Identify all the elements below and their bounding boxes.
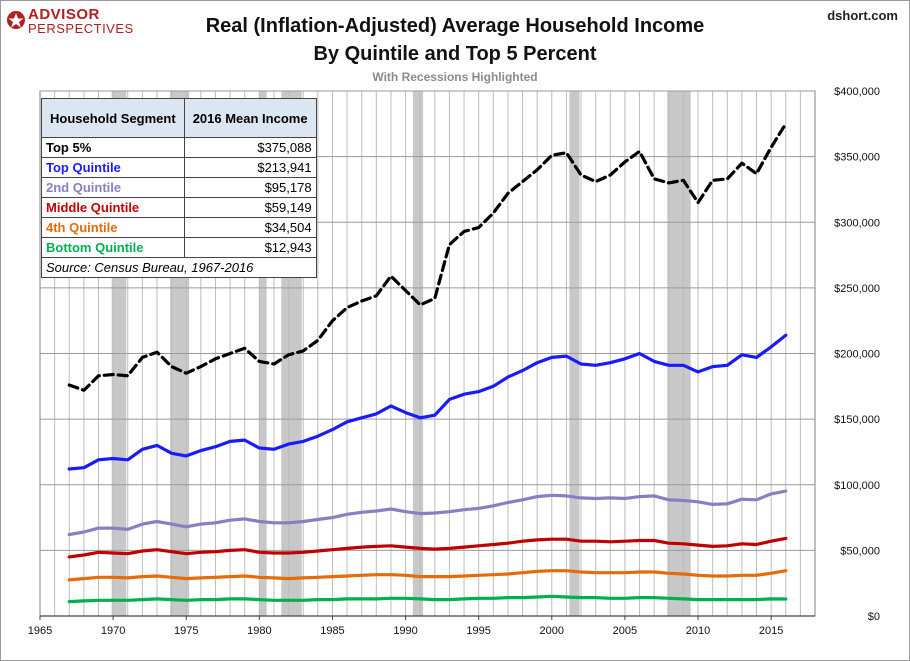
y-tick-label: $350,000 — [834, 152, 880, 164]
chart-subtitle: With Recessions Highlighted — [372, 70, 538, 84]
legend-income-value: $59,149 — [183, 197, 317, 218]
legend-income-value: $213,941 — [183, 157, 317, 178]
y-tick-label: $200,000 — [834, 349, 880, 361]
legend-row: 2nd Quintile $95,178 — [41, 177, 317, 198]
advisor-perspectives-logo: ADVISOR PERSPECTIVES — [6, 6, 146, 36]
y-tick-label: $150,000 — [834, 414, 880, 426]
legend-table: Household Segment 2016 Mean Income Top 5… — [41, 98, 317, 278]
logo-line1: ADVISOR — [28, 6, 100, 23]
legend-income-value: $95,178 — [183, 177, 317, 198]
legend-source-note: Source: Census Bureau, 1967-2016 — [41, 257, 317, 278]
x-tick-label: 1965 — [28, 625, 52, 637]
legend-segment-label: 2nd Quintile — [41, 177, 185, 198]
legend-row: Top 5% $375,088 — [41, 137, 317, 158]
x-tick-label: 1970 — [101, 625, 125, 637]
legend-segment-label: Middle Quintile — [41, 197, 185, 218]
legend-row: Top Quintile $213,941 — [41, 157, 317, 178]
series-line — [67, 333, 788, 471]
chart-title-line2: By Quintile and Top 5 Percent — [313, 43, 597, 65]
x-tick-label: 2010 — [686, 625, 710, 637]
legend-segment-label: Top Quintile — [41, 157, 185, 178]
legend-header-segment: Household Segment — [41, 98, 185, 138]
y-tick-label: $400,000 — [834, 86, 880, 98]
legend-row: Middle Quintile $59,149 — [41, 197, 317, 218]
y-tick-label: $0 — [868, 611, 880, 623]
legend-income-value: $34,504 — [183, 217, 317, 238]
x-tick-label: 2005 — [613, 625, 637, 637]
x-tick-label: 1980 — [247, 625, 271, 637]
x-tick-label: 2000 — [540, 625, 564, 637]
legend-income-value: $375,088 — [183, 137, 317, 158]
legend-income-value: $12,943 — [183, 237, 317, 258]
series-line — [67, 569, 788, 582]
legend-segment-label: Bottom Quintile — [41, 237, 185, 258]
y-tick-label: $300,000 — [834, 217, 880, 229]
legend-segment-label: 4th Quintile — [41, 217, 185, 238]
source-site-label: dshort.com — [827, 8, 898, 23]
series-line — [67, 122, 788, 392]
series-line — [67, 536, 788, 559]
legend-source-row: Source: Census Bureau, 1967-2016 — [41, 257, 317, 278]
y-tick-label: $50,000 — [840, 545, 880, 557]
series-line — [67, 594, 788, 604]
x-tick-label: 1985 — [320, 625, 344, 637]
x-tick-label: 1975 — [174, 625, 198, 637]
y-tick-label: $100,000 — [834, 480, 880, 492]
legend-row: Bottom Quintile $12,943 — [41, 237, 317, 258]
legend-segment-label: Top 5% — [41, 137, 185, 158]
legend-header-income: 2016 Mean Income — [183, 98, 317, 138]
logo-line2: PERSPECTIVES — [28, 21, 134, 36]
y-tick-label: $250,000 — [834, 283, 880, 295]
x-tick-label: 1990 — [393, 625, 417, 637]
x-tick-label: 2015 — [759, 625, 783, 637]
logo-star-icon — [7, 11, 25, 29]
chart-title: Real (Inflation-Adjusted) Average Househ… — [0, 12, 910, 68]
legend-row: 4th Quintile $34,504 — [41, 217, 317, 238]
chart-title-line1: Real (Inflation-Adjusted) Average Househ… — [205, 15, 705, 37]
x-tick-label: 1995 — [466, 625, 490, 637]
series-line — [67, 489, 788, 537]
